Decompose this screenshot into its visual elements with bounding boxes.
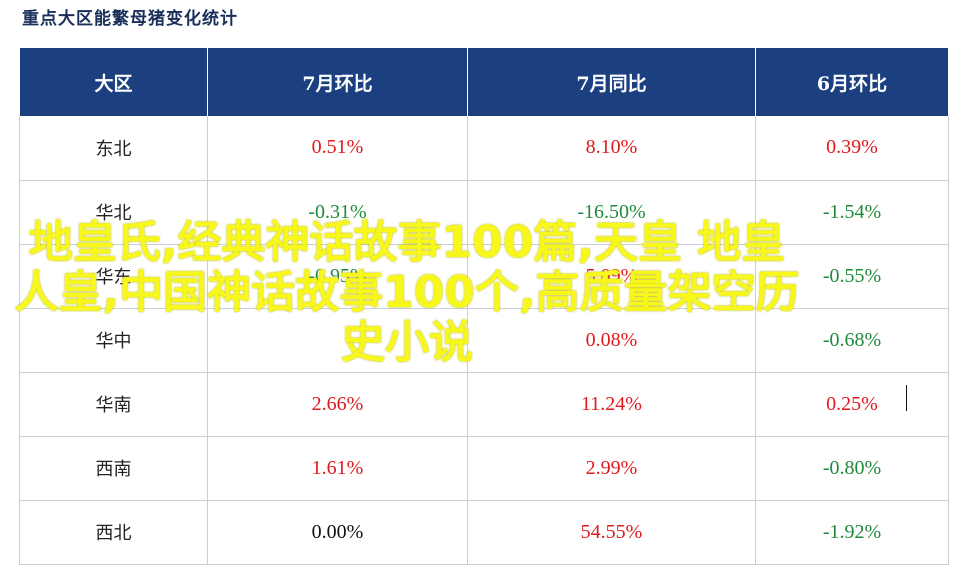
value-cell: 0.25% xyxy=(755,372,949,437)
value-cell: -0.31% xyxy=(207,180,468,245)
value-cell: 0.00% xyxy=(207,500,468,565)
region-cell: 华南 xyxy=(19,372,208,437)
table-row: 华北 -0.31% -16.50% -1.54% xyxy=(19,180,949,245)
column-header: 7月环比 xyxy=(207,48,468,116)
value-cell: 0.08% xyxy=(467,308,756,373)
value-cell: -1.54% xyxy=(755,180,949,245)
value-cell: -0.68% xyxy=(755,308,949,373)
value-cell: 0.51% xyxy=(207,116,468,181)
value-cell: -0.95% xyxy=(207,244,468,309)
region-cell: 东北 xyxy=(19,116,208,181)
value-cell: -1.92% xyxy=(755,500,949,565)
page-title: 重点大区能繁母猪变化统计 xyxy=(22,9,238,29)
column-header: 大区 xyxy=(19,48,208,116)
text-cursor xyxy=(906,385,907,411)
data-table: 大区 7月环比 7月同比 6月环比 东北 0.51% 8.10% 0.39% 华北 -0.… xyxy=(19,48,949,565)
table-row: 东北 0.51% 8.10% 0.39% xyxy=(19,116,949,181)
value-cell: 1.61% xyxy=(207,436,468,501)
value-cell: -0.55% xyxy=(755,244,949,309)
column-header: 7月同比 xyxy=(467,48,756,116)
value-cell: 2.66% xyxy=(207,372,468,437)
region-cell: 华东 xyxy=(19,244,208,309)
value-cell: 8.10% xyxy=(467,116,756,181)
region-cell: 西南 xyxy=(19,436,208,501)
data-table-container: 大区 7月环比 7月同比 6月环比 东北 0.51% 8.10% 0.39% 华北 -0.… xyxy=(19,48,949,565)
value-cell: -0.80% xyxy=(755,436,949,501)
region-cell: 西北 xyxy=(19,500,208,565)
table-row: 西南 1.61% 2.99% -0.80% xyxy=(19,436,949,501)
table-row: 华中 0.08% -0.68% xyxy=(19,308,949,373)
region-cell: 华北 xyxy=(19,180,208,245)
table-body: 东北 0.51% 8.10% 0.39% 华北 -0.31% -16.50% -1.54% 华东… xyxy=(19,116,949,565)
value-cell: -16.50% xyxy=(467,180,756,245)
table-row: 华东 -0.95% 5.09% -0.55% xyxy=(19,244,949,309)
value-cell: 2.99% xyxy=(467,436,756,501)
table-row: 华南 2.66% 11.24% 0.25% xyxy=(19,372,949,437)
region-cell: 华中 xyxy=(19,308,208,373)
column-header: 6月环比 xyxy=(755,48,949,116)
table-header-row: 大区 7月环比 7月同比 6月环比 xyxy=(19,48,949,116)
value-cell: 0.39% xyxy=(755,116,949,181)
value-cell: 5.09% xyxy=(467,244,756,309)
value-cell: 11.24% xyxy=(467,372,756,437)
value-cell: 54.55% xyxy=(467,500,756,565)
table-row: 西北 0.00% 54.55% -1.92% xyxy=(19,500,949,565)
value-cell xyxy=(207,308,468,373)
